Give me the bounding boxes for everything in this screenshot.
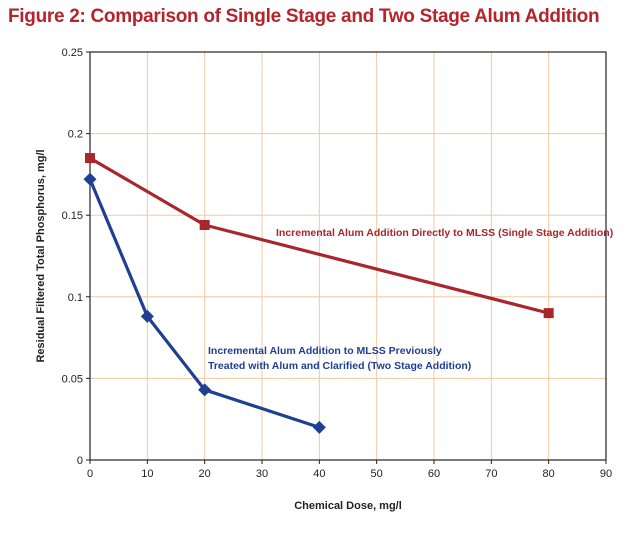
two_stage-series-line xyxy=(88,177,321,429)
grid-layer xyxy=(90,51,607,460)
y-tick-label: 0.2 xyxy=(68,129,83,141)
single_stage-point xyxy=(85,153,95,164)
axis-layer xyxy=(86,51,607,464)
y-tick-label: 0 xyxy=(77,455,83,467)
plot-frame xyxy=(89,51,607,461)
two_stage-point xyxy=(140,309,154,323)
y-tick-label: 0.05 xyxy=(62,373,83,385)
y-tick-label: 0.15 xyxy=(62,210,83,222)
single_stage-point xyxy=(199,219,210,230)
x-tick-label: 40 xyxy=(313,468,325,480)
x-tick-label: 60 xyxy=(428,468,440,480)
y-axis-label: Residual Filtered Total Phosphorus, mg/l xyxy=(35,149,47,362)
label-layer: 0 10 20 30 40 50 60 70 80 90 0 0.05 0.1 0.15 0.2 0.25 Ch… xyxy=(35,47,613,512)
single_stage-annotation: Incremental Alum Addition Directly to ML… xyxy=(276,227,613,239)
y-tick-label: 0.25 xyxy=(62,47,83,59)
x-tick-label: 70 xyxy=(485,468,497,480)
series-layer xyxy=(83,153,554,434)
two_stage-annotation: Incremental Alum Addition to MLSS Previo… xyxy=(208,345,442,357)
y-tick-label: 0.1 xyxy=(68,292,83,304)
x-tick-label: 20 xyxy=(199,468,211,480)
x-axis-label: Chemical Dose, mg/l xyxy=(294,500,402,512)
x-tick-label: 90 xyxy=(600,468,612,480)
two_stage-annotation: Treated with Alum and Clarified (Two Sta… xyxy=(208,360,471,372)
x-tick-label: 50 xyxy=(371,468,383,480)
two_stage-point xyxy=(312,420,326,434)
chart-title: Figure 2: Comparison of Single Stage and… xyxy=(8,6,600,27)
x-tick-label: 30 xyxy=(256,468,268,480)
two_stage-point xyxy=(83,172,97,186)
x-tick-label: 10 xyxy=(141,468,153,480)
single_stage-point xyxy=(543,308,554,319)
x-tick-label: 0 xyxy=(87,468,93,480)
two_stage-point xyxy=(198,383,212,397)
x-tick-label: 80 xyxy=(543,468,555,480)
